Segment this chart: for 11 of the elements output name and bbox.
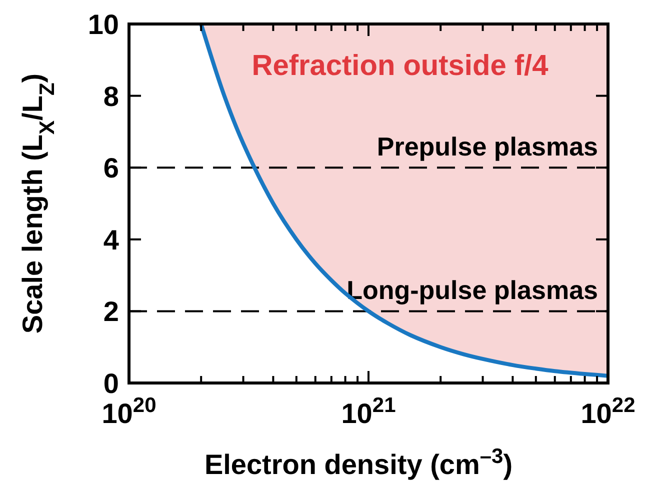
x-axis-title: Electron density (cm$^{–3}$) bbox=[204, 444, 513, 480]
ref-line-label: Long-pulse plasmas bbox=[346, 275, 598, 306]
y-tick-label: 4 bbox=[103, 224, 120, 256]
y-tick-label: 8 bbox=[103, 80, 119, 112]
y-tick-label: 6 bbox=[103, 152, 119, 184]
y-tick-label: 2 bbox=[103, 296, 119, 328]
ref-line-label: Prepulse plasmas bbox=[376, 132, 598, 162]
y-tick-label: 10 bbox=[88, 9, 119, 40]
annotation: Refraction outside f/4 bbox=[252, 50, 548, 82]
x-tick-label: 10$^{22}$ bbox=[580, 394, 636, 429]
x-tick-label: 10$^{21}$ bbox=[341, 394, 396, 429]
